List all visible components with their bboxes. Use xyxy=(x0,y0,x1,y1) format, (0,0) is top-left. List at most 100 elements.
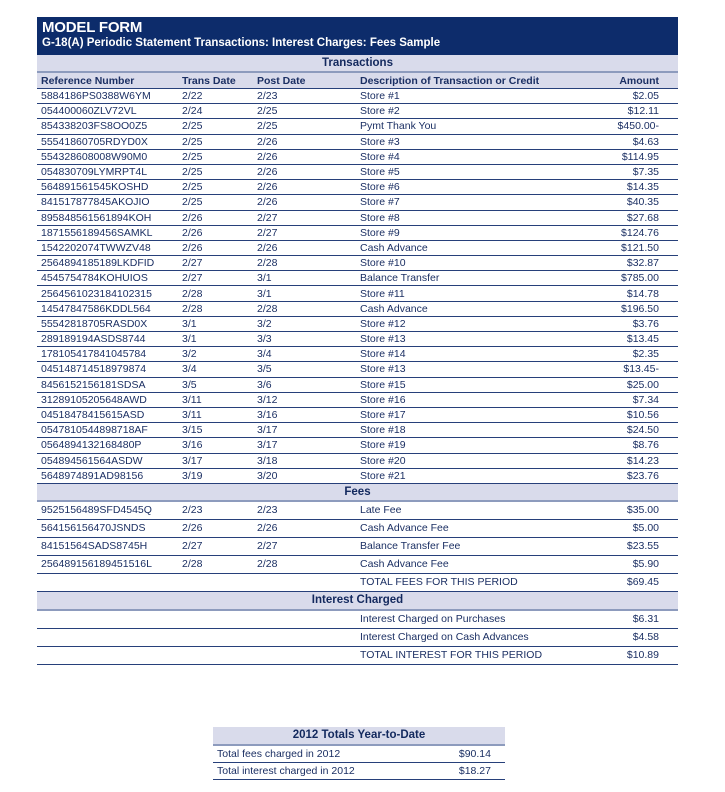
cell-amount: $7.35 xyxy=(632,166,659,179)
cell-reference-number: 854338203FS8OO0Z5 xyxy=(41,120,148,133)
cell-description: Pymt Thank You xyxy=(360,120,437,133)
cell-trans-date: 3/19 xyxy=(182,469,203,482)
cell-amount: $40.35 xyxy=(626,196,659,209)
cell-description: Store #6 xyxy=(360,181,400,194)
form-title: MODEL FORM xyxy=(42,19,143,36)
table-row: 2564561023184102315 2/28 3/1 Store #11 $14.7… xyxy=(37,286,678,302)
cell-description: Cash Advance xyxy=(360,241,428,254)
cell-description: Store #2 xyxy=(360,105,400,118)
cell-amount: $25.00 xyxy=(626,378,659,391)
cell-description: Balance Transfer xyxy=(360,272,440,285)
cell-reference-number: 9525156489SFD4545Q xyxy=(41,504,152,517)
cell-description: Store #4 xyxy=(360,150,400,163)
fees-rows: 9525156489SFD4545Q 2/23 2/23 Late Fee $35.00… xyxy=(37,502,678,592)
cell-amount: $10.89 xyxy=(626,649,659,662)
cell-trans-date: 3/2 xyxy=(182,348,197,361)
table-row: 4545754784KOHUIOS 2/27 3/1 Balance Transfer… xyxy=(37,271,678,287)
cell-reference-number: 289189194ASDS8744 xyxy=(41,333,146,346)
table-row: 84151564SADS8745H 2/27 2/27 Balance Transfe… xyxy=(37,538,678,556)
cell-reference-number: 14547847586KDDL564 xyxy=(41,302,151,315)
cell-post-date: 2/27 xyxy=(257,211,278,224)
form-header: MODEL FORM G-18(A) Periodic Statement Tr… xyxy=(37,17,678,55)
table-row: TOTAL FEES FOR THIS PERIOD $69.45 xyxy=(37,574,678,592)
cell-trans-date: 2/26 xyxy=(182,211,203,224)
cell-reference-number: 55542818705RASD0X xyxy=(41,317,148,330)
cell-trans-date: 2/24 xyxy=(182,105,203,118)
cell-post-date: 3/1 xyxy=(257,287,272,300)
table-row: 55541860705RDYD0X 2/25 2/26 Store #3 $4.63 xyxy=(37,135,678,150)
cell-post-date: 2/26 xyxy=(257,135,278,148)
cell-trans-date: 3/16 xyxy=(182,439,203,452)
cell-post-date: 2/26 xyxy=(257,181,278,194)
cell-reference-number: 841517877845AKOJIO xyxy=(41,196,150,209)
table-row: 0547810544898718AF 3/15 3/17 Store #18 $24.5… xyxy=(37,423,678,439)
cell-description: Store #13 xyxy=(360,363,406,376)
table-row: 8456152156181SDSA 3/5 3/6 Store #15 $25.00 xyxy=(37,378,678,393)
cell-description: Store #15 xyxy=(360,378,406,391)
cell-amount: $23.76 xyxy=(626,469,659,482)
cell-trans-date: 2/26 xyxy=(182,226,203,239)
cell-trans-date: 2/22 xyxy=(182,90,203,103)
cell-trans-date: 2/25 xyxy=(182,120,203,133)
ytd-value: $18.27 xyxy=(458,765,491,777)
cell-amount: $27.68 xyxy=(626,211,659,224)
cell-trans-date: 2/25 xyxy=(182,135,203,148)
cell-amount: $785.00 xyxy=(621,272,659,285)
cell-post-date: 2/27 xyxy=(257,226,278,239)
cell-amount: $12.11 xyxy=(627,105,659,118)
cell-post-date: 2/28 xyxy=(257,302,278,315)
cell-description: Store #8 xyxy=(360,211,400,224)
cell-post-date: 2/25 xyxy=(257,105,278,118)
table-row: 1871556189456SAMKL 2/26 2/27 Store #9 $124.7… xyxy=(37,226,678,241)
cell-amount: $121.50 xyxy=(621,241,659,254)
cell-description: Store #1 xyxy=(360,90,400,103)
column-headers: Reference Number Trans Date Post Date De… xyxy=(37,73,678,89)
cell-post-date: 3/4 xyxy=(257,348,272,361)
cell-amount: $35.00 xyxy=(626,504,659,517)
cell-amount: $4.63 xyxy=(632,135,659,148)
cell-description: Store #18 xyxy=(360,424,406,437)
cell-post-date: 3/12 xyxy=(257,393,278,406)
cell-trans-date: 2/28 xyxy=(182,287,203,300)
cell-reference-number: 0547810544898718AF xyxy=(41,424,148,437)
ytd-row: Total interest charged in 2012 $18.27 xyxy=(213,763,505,780)
cell-post-date: 2/28 xyxy=(257,257,278,270)
ytd-title: 2012 Totals Year-to-Date xyxy=(213,727,505,746)
col-amount: Amount xyxy=(619,74,659,87)
cell-trans-date: 2/28 xyxy=(182,302,203,315)
cell-reference-number: 5648974891AD98156 xyxy=(41,469,144,482)
cell-reference-number: 554328608008W90M0 xyxy=(41,150,148,163)
cell-trans-date: 3/11 xyxy=(182,409,202,422)
cell-post-date: 2/25 xyxy=(257,120,278,133)
cell-amount: $196.50 xyxy=(621,302,659,315)
cell-reference-number: 045148714518979874 xyxy=(41,363,147,376)
cell-description: Store #20 xyxy=(360,454,406,467)
cell-amount: $124.76 xyxy=(621,226,659,239)
table-row: 564891561545KOSHD 2/25 2/26 Store #6 $14.35 xyxy=(37,180,678,196)
cell-description: Store #9 xyxy=(360,226,400,239)
cell-description: Store #11 xyxy=(360,287,405,300)
cell-amount: $5.90 xyxy=(632,558,659,571)
cell-post-date: 3/1 xyxy=(257,272,272,285)
table-row: Interest Charged on Cash Advances $4.58 xyxy=(37,629,678,647)
table-row: 554328608008W90M0 2/25 2/26 Store #4 $114.95 xyxy=(37,150,678,165)
cell-post-date: 3/17 xyxy=(257,424,278,437)
cell-description: Balance Transfer Fee xyxy=(360,540,461,553)
cell-description: Store #5 xyxy=(360,166,400,179)
cell-amount: $32.87 xyxy=(626,257,659,270)
col-trans-date: Trans Date xyxy=(182,74,236,87)
cell-description: TOTAL FEES FOR THIS PERIOD xyxy=(360,576,518,589)
cell-trans-date: 3/15 xyxy=(182,424,203,437)
ytd-row: Total fees charged in 2012 $90.14 xyxy=(213,746,505,763)
cell-description: Store #13 xyxy=(360,333,406,346)
cell-amount: $23.55 xyxy=(626,540,659,553)
table-row: TOTAL INTEREST FOR THIS PERIOD $10.89 xyxy=(37,647,678,665)
cell-post-date: 2/26 xyxy=(257,241,278,254)
cell-trans-date: 2/25 xyxy=(182,181,203,194)
col-description: Description of Transaction or Credit xyxy=(360,74,540,87)
cell-trans-date: 3/1 xyxy=(182,333,197,346)
cell-amount: $10.56 xyxy=(626,409,659,422)
col-post-date: Post Date xyxy=(257,74,306,87)
cell-description: TOTAL INTEREST FOR THIS PERIOD xyxy=(360,649,543,662)
cell-post-date: 3/6 xyxy=(257,378,272,391)
